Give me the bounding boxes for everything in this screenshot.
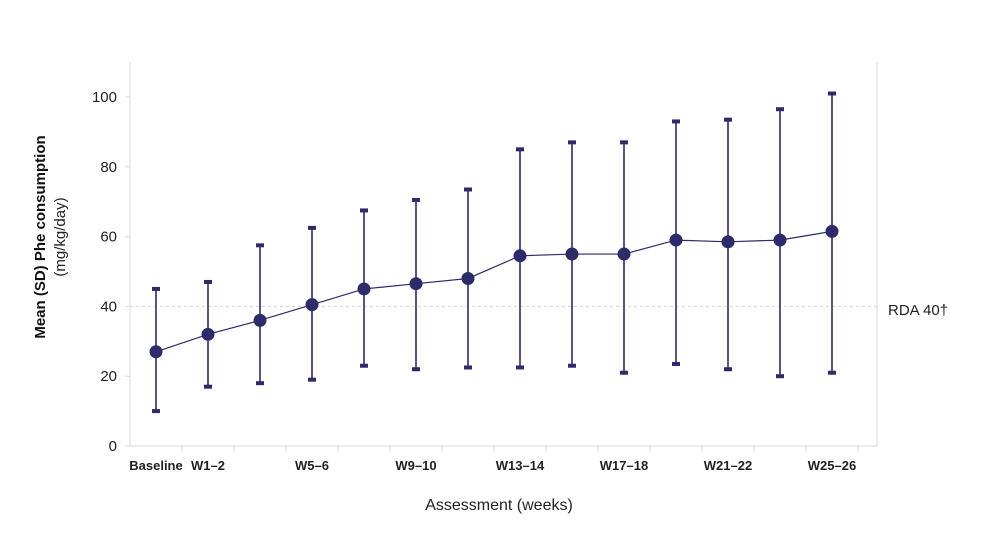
error-bar-cap-bottom: [724, 367, 732, 372]
x-tick-label: W9–10: [395, 458, 436, 473]
error-bar-cap-bottom: [828, 370, 836, 375]
data-point: [201, 327, 215, 341]
error-bar-cap-bottom: [256, 381, 264, 386]
x-tick-label: W25–26: [808, 458, 856, 473]
data-point: [305, 298, 319, 312]
error-bar-cap-bottom: [152, 409, 160, 414]
x-tick-label: Baseline: [129, 458, 182, 473]
data-point: [773, 233, 787, 247]
x-tick-label: W13–14: [496, 458, 545, 473]
error-bar-cap-top: [204, 279, 212, 284]
error-bar-cap-top: [256, 243, 264, 248]
data-point: [721, 235, 735, 249]
x-tick-label: W1–2: [191, 458, 225, 473]
error-bar-cap-top: [516, 147, 524, 152]
data-point: [253, 313, 267, 327]
error-bar-cap-top: [620, 140, 628, 145]
error-bar-cap-bottom: [360, 363, 368, 368]
y-tick-label: 0: [109, 438, 117, 455]
data-point: [565, 247, 579, 261]
error-bar-cap-top: [724, 117, 732, 122]
error-bar-cap-bottom: [516, 365, 524, 370]
error-bar-cap-top: [828, 91, 836, 96]
error-bar-cap-top: [568, 140, 576, 145]
data-point: [149, 345, 163, 359]
error-bar-cap-bottom: [672, 361, 680, 366]
data-point: [825, 224, 839, 238]
x-tick-label: W5–6: [295, 458, 329, 473]
error-bar-cap-bottom: [776, 374, 784, 379]
y-tick-label: 20: [100, 368, 117, 385]
error-bar-cap-top: [152, 286, 160, 291]
data-point: [513, 249, 527, 263]
data-point: [669, 233, 683, 247]
series-line-group: [149, 224, 839, 359]
error-bar-cap-bottom: [568, 363, 576, 368]
error-bar-cap-top: [776, 107, 784, 112]
y-tick-label: 80: [100, 159, 117, 176]
error-bar-cap-top: [464, 187, 472, 192]
error-bar-cap-bottom: [308, 377, 316, 382]
y-tick-label: 40: [100, 298, 117, 315]
error-bar-cap-bottom: [412, 367, 420, 372]
y-axis-unit: (mg/kg/day): [52, 197, 69, 276]
error-bar-cap-top: [360, 208, 368, 213]
error-bar-cap-top: [412, 197, 420, 202]
series-line: [155, 230, 833, 353]
axes: 0 20 40 60 80 100 Baseline W1–2 W5–6 W9–10 W13–14 W…: [92, 62, 878, 473]
error-bar-cap-bottom: [464, 365, 472, 370]
data-point: [617, 247, 631, 261]
y-axis-title: Mean (SD) Phe consumption: [32, 135, 49, 338]
x-tick-label: W21–22: [704, 458, 752, 473]
error-bar-cap-top: [308, 225, 316, 230]
error-bars: [152, 91, 836, 414]
error-bar-cap-top: [672, 119, 680, 124]
data-point: [461, 271, 475, 285]
error-bar-cap-bottom: [620, 370, 628, 375]
x-axis-title: Assessment (weeks): [425, 497, 573, 514]
data-point: [357, 282, 371, 296]
error-bar-cap-bottom: [204, 384, 212, 389]
labels: Mean (SD) Phe consumption (mg/kg/day) As…: [32, 135, 948, 514]
y-tick-label: 60: [100, 229, 117, 246]
reference-line-label: RDA 40†: [888, 302, 948, 319]
y-tick-label: 100: [92, 89, 117, 106]
x-tick-label: W17–18: [600, 458, 648, 473]
data-point: [409, 277, 423, 291]
